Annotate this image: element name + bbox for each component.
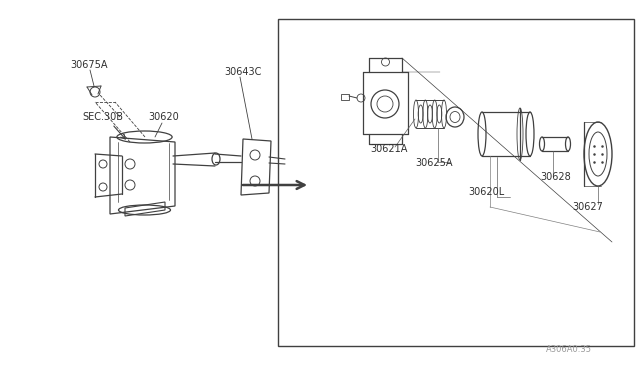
Bar xyxy=(341,94,349,100)
Text: A306A0.35: A306A0.35 xyxy=(546,345,592,354)
Text: 30621A: 30621A xyxy=(370,144,408,154)
Bar xyxy=(278,19,634,346)
Text: 30675A: 30675A xyxy=(70,60,108,70)
Text: SEC.30B: SEC.30B xyxy=(82,112,123,122)
Text: 30625A: 30625A xyxy=(415,158,452,168)
Text: 30643C: 30643C xyxy=(224,67,261,77)
Text: 30620: 30620 xyxy=(148,112,179,122)
Text: 30628: 30628 xyxy=(540,172,571,182)
Text: 30627: 30627 xyxy=(572,202,603,212)
Text: 30620L: 30620L xyxy=(468,187,504,197)
